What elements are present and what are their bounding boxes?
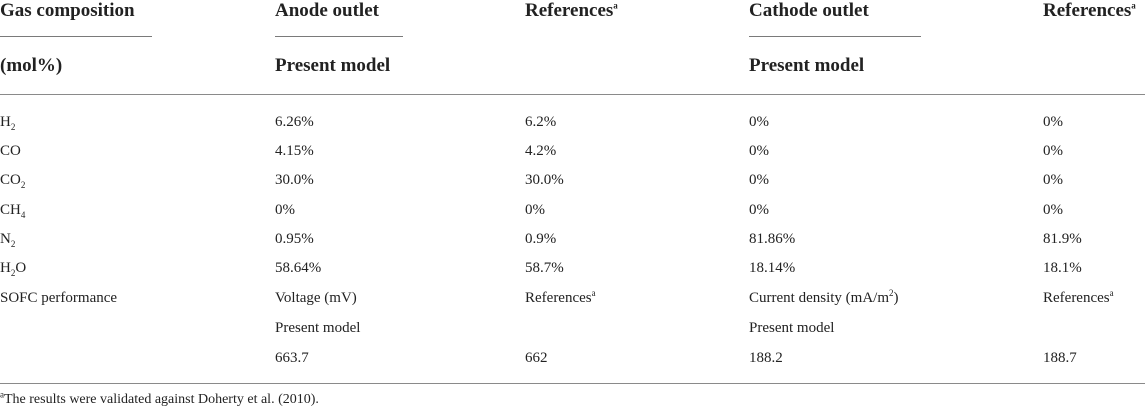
cathode-value: 0% bbox=[749, 143, 769, 159]
current-model-value: 188.2 bbox=[749, 350, 783, 366]
anode-ref-value: 0% bbox=[525, 202, 545, 218]
anode-value: 6.26% bbox=[275, 114, 314, 130]
anode-ref-value: 6.2% bbox=[525, 114, 557, 130]
footnote-marker: a bbox=[0, 389, 4, 400]
anode-ref-value: 0.9% bbox=[525, 231, 557, 247]
cathode-ref-value: 0% bbox=[1043, 143, 1063, 159]
voltage-label: Voltage (mV) bbox=[275, 290, 357, 306]
cathode-sofc-references: Referencesa bbox=[1043, 288, 1114, 307]
anode-value: 30.0% bbox=[275, 172, 314, 188]
gas-label: N2 bbox=[0, 231, 16, 249]
cathode-value: 0% bbox=[749, 202, 769, 218]
cathode-ref-value: 0% bbox=[1043, 202, 1063, 218]
header-anode-references: Referencesa bbox=[525, 0, 618, 21]
header-mol-unit: (mol%) bbox=[0, 55, 63, 76]
header-rule bbox=[0, 94, 1145, 95]
gas-label: CH4 bbox=[0, 202, 26, 220]
cathode-ref-value: 0% bbox=[1043, 172, 1063, 188]
header-underline-gas bbox=[0, 36, 152, 37]
footnote-marker: a bbox=[1109, 288, 1114, 298]
cathode-ref-value: 81.9% bbox=[1043, 231, 1082, 247]
anode-ref-value: 30.0% bbox=[525, 172, 564, 188]
voltage-model-value: 663.7 bbox=[275, 350, 309, 366]
header-gas-composition: Gas composition bbox=[0, 0, 135, 21]
current-present-model: Present model bbox=[749, 320, 835, 336]
header-anode-present-model: Present model bbox=[275, 55, 391, 76]
footnote-marker: a bbox=[591, 288, 596, 298]
footnote-marker: a bbox=[613, 0, 618, 11]
anode-value: 0.95% bbox=[275, 231, 314, 247]
cathode-ref-value: 0% bbox=[1043, 114, 1063, 130]
gas-label: CO2 bbox=[0, 172, 26, 190]
current-density-label: Current density (mA/m2) bbox=[749, 288, 899, 307]
header-underline-cathode bbox=[749, 36, 921, 37]
gas-label: CO bbox=[0, 143, 21, 159]
anode-value: 0% bbox=[275, 202, 295, 218]
footer-rule bbox=[0, 383, 1145, 384]
sofc-performance-label: SOFC performance bbox=[0, 290, 118, 306]
header-cathode-present-model: Present model bbox=[749, 55, 865, 76]
header-cathode-outlet: Cathode outlet bbox=[749, 0, 869, 21]
footnote: aThe results were validated against Dohe… bbox=[0, 389, 319, 407]
cathode-value: 18.14% bbox=[749, 260, 796, 276]
footnote-marker: a bbox=[1131, 0, 1136, 11]
current-ref-value: 188.7 bbox=[1043, 350, 1077, 366]
anode-ref-value: 4.2% bbox=[525, 143, 557, 159]
header-underline-anode bbox=[275, 36, 403, 37]
header-cathode-references: Referencesa bbox=[1043, 0, 1136, 21]
cathode-value: 81.86% bbox=[749, 231, 796, 247]
anode-ref-value: 58.7% bbox=[525, 260, 564, 276]
cathode-ref-value: 18.1% bbox=[1043, 260, 1082, 276]
anode-sofc-references: Referencesa bbox=[525, 288, 596, 307]
anode-value: 58.64% bbox=[275, 260, 322, 276]
cathode-value: 0% bbox=[749, 114, 769, 130]
voltage-ref-value: 662 bbox=[525, 350, 548, 366]
cathode-value: 0% bbox=[749, 172, 769, 188]
gas-label: H2O bbox=[0, 260, 27, 278]
anode-value: 4.15% bbox=[275, 143, 314, 159]
voltage-present-model: Present model bbox=[275, 320, 361, 336]
header-anode-outlet: Anode outlet bbox=[275, 0, 379, 21]
gas-label: H2 bbox=[0, 114, 16, 132]
